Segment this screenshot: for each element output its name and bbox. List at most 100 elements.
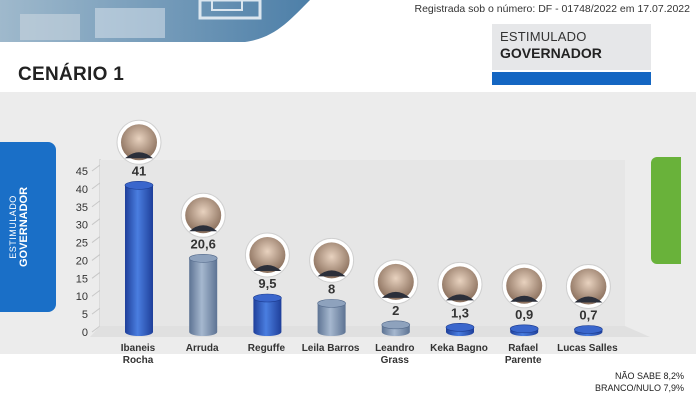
category-label-line: Ibaneis bbox=[121, 343, 156, 354]
green-accent-tab bbox=[651, 157, 681, 264]
bar bbox=[317, 299, 346, 336]
y-tick-mark bbox=[91, 254, 101, 261]
category-label: Arruda bbox=[186, 343, 219, 354]
value-label: 9,5 bbox=[258, 276, 276, 291]
bar-cap bbox=[381, 320, 411, 330]
category-label-line: Arruda bbox=[186, 343, 219, 354]
candidate-photo bbox=[565, 263, 611, 309]
category-label: Keka Bagno bbox=[430, 343, 488, 354]
bar-cap bbox=[574, 325, 603, 334]
photo-suit bbox=[574, 296, 603, 303]
category-label-line: Rafael bbox=[508, 343, 538, 354]
category-label: Lucas Salles bbox=[557, 343, 618, 354]
bar bbox=[188, 253, 218, 336]
photo-suit bbox=[446, 294, 474, 301]
category-label-line: Keka Bagno bbox=[430, 343, 488, 354]
bar-body bbox=[125, 185, 153, 336]
photo-face bbox=[570, 268, 607, 305]
y-tick-mark bbox=[91, 182, 101, 190]
photo-face bbox=[249, 237, 286, 274]
footnote-nao-sabe: NÃO SABE 8,2% bbox=[614, 371, 684, 381]
bar-cap bbox=[124, 181, 154, 190]
candidate-photo bbox=[116, 119, 162, 165]
y-tick-mark bbox=[91, 271, 101, 279]
category-label-line: Leandro bbox=[375, 343, 414, 354]
y-tick-mark bbox=[91, 307, 101, 315]
y-tick-mark bbox=[91, 325, 101, 333]
y-tick-label: 5 bbox=[82, 309, 88, 321]
bar-body bbox=[253, 298, 282, 336]
footnotes: NÃO SABE 8,2% BRANCO/NULO 7,9% bbox=[595, 370, 684, 394]
bar-cap bbox=[188, 253, 218, 263]
y-tick-label: 25 bbox=[76, 238, 88, 250]
bar bbox=[445, 323, 475, 336]
y-tick-label: 15 bbox=[76, 273, 88, 285]
chart-wall bbox=[100, 160, 625, 326]
category-label-line: Grass bbox=[381, 355, 410, 366]
category-label-line: Leila Barros bbox=[302, 343, 360, 354]
candidate-photo bbox=[244, 232, 290, 278]
footnote-branco-nulo: BRANCO/NULO 7,9% bbox=[594, 383, 684, 393]
bar bbox=[124, 181, 154, 336]
photo-suit bbox=[253, 265, 282, 272]
registry-info: Registrada sob o número: DF - 01748/2022… bbox=[414, 3, 690, 15]
category-label: Leandro Grass bbox=[375, 343, 414, 366]
y-tick-mark bbox=[91, 289, 101, 297]
bar-cap bbox=[445, 323, 475, 332]
bar bbox=[574, 325, 603, 336]
category-label: Rafael Parente bbox=[505, 343, 542, 366]
bar bbox=[509, 324, 539, 336]
bar-body bbox=[317, 303, 346, 336]
y-tick-mark bbox=[91, 236, 101, 243]
y-tick-mark bbox=[91, 218, 101, 226]
photo-suit bbox=[317, 270, 346, 277]
y-tick-label: 40 bbox=[76, 184, 88, 196]
photo-face bbox=[442, 266, 478, 303]
photo-suit bbox=[381, 291, 410, 298]
value-label: 1,3 bbox=[451, 305, 469, 320]
photo-face bbox=[185, 197, 222, 234]
survey-type-box: ESTIMULADO GOVERNADOR bbox=[492, 24, 651, 70]
bar-cap bbox=[509, 324, 539, 334]
y-tick-mark bbox=[91, 164, 101, 172]
bar-body bbox=[189, 258, 218, 336]
photo-suit bbox=[125, 152, 153, 159]
photo-suit bbox=[510, 295, 539, 302]
survey-type-line2: GOVERNADOR bbox=[500, 45, 602, 61]
category-label: Ibaneis Rocha bbox=[121, 343, 156, 366]
y-tick-label: 30 bbox=[76, 220, 88, 232]
candidate-photo bbox=[437, 261, 483, 307]
candidate-photo bbox=[373, 259, 419, 305]
value-label: 0,9 bbox=[515, 307, 533, 322]
bar-cap bbox=[253, 293, 282, 303]
y-tick-label: 35 bbox=[76, 202, 88, 214]
bar bbox=[381, 320, 411, 336]
header-graphic bbox=[0, 0, 310, 42]
chart-floor bbox=[90, 326, 650, 337]
candidate-photo bbox=[309, 237, 355, 283]
photo-face bbox=[313, 242, 350, 279]
y-tick-label: 20 bbox=[76, 255, 88, 267]
value-label: 41 bbox=[132, 163, 146, 178]
photo-face bbox=[377, 263, 414, 300]
y-tick-label: 45 bbox=[76, 166, 88, 178]
value-label: 8 bbox=[328, 281, 335, 296]
y-tick-mark bbox=[91, 200, 101, 208]
candidate-photo bbox=[180, 192, 226, 238]
value-label: 20,6 bbox=[191, 236, 216, 251]
category-label-line: Reguffe bbox=[248, 343, 286, 354]
survey-accent-bar bbox=[492, 72, 651, 85]
category-label-line: Lucas Salles bbox=[557, 343, 618, 354]
y-tick-label: 10 bbox=[76, 291, 88, 303]
value-label: 0,7 bbox=[579, 307, 597, 322]
photo-suit bbox=[189, 225, 218, 232]
category-label-line: Rocha bbox=[123, 355, 154, 366]
photo-face bbox=[506, 267, 543, 304]
survey-type-line1: ESTIMULADO bbox=[500, 29, 587, 44]
side-label-tab: ESTIMULADO GOVERNADOR bbox=[0, 142, 56, 312]
photo-face bbox=[121, 124, 157, 161]
bar bbox=[253, 293, 282, 336]
category-label: Reguffe bbox=[248, 343, 286, 354]
y-tick-label: 0 bbox=[82, 327, 88, 339]
